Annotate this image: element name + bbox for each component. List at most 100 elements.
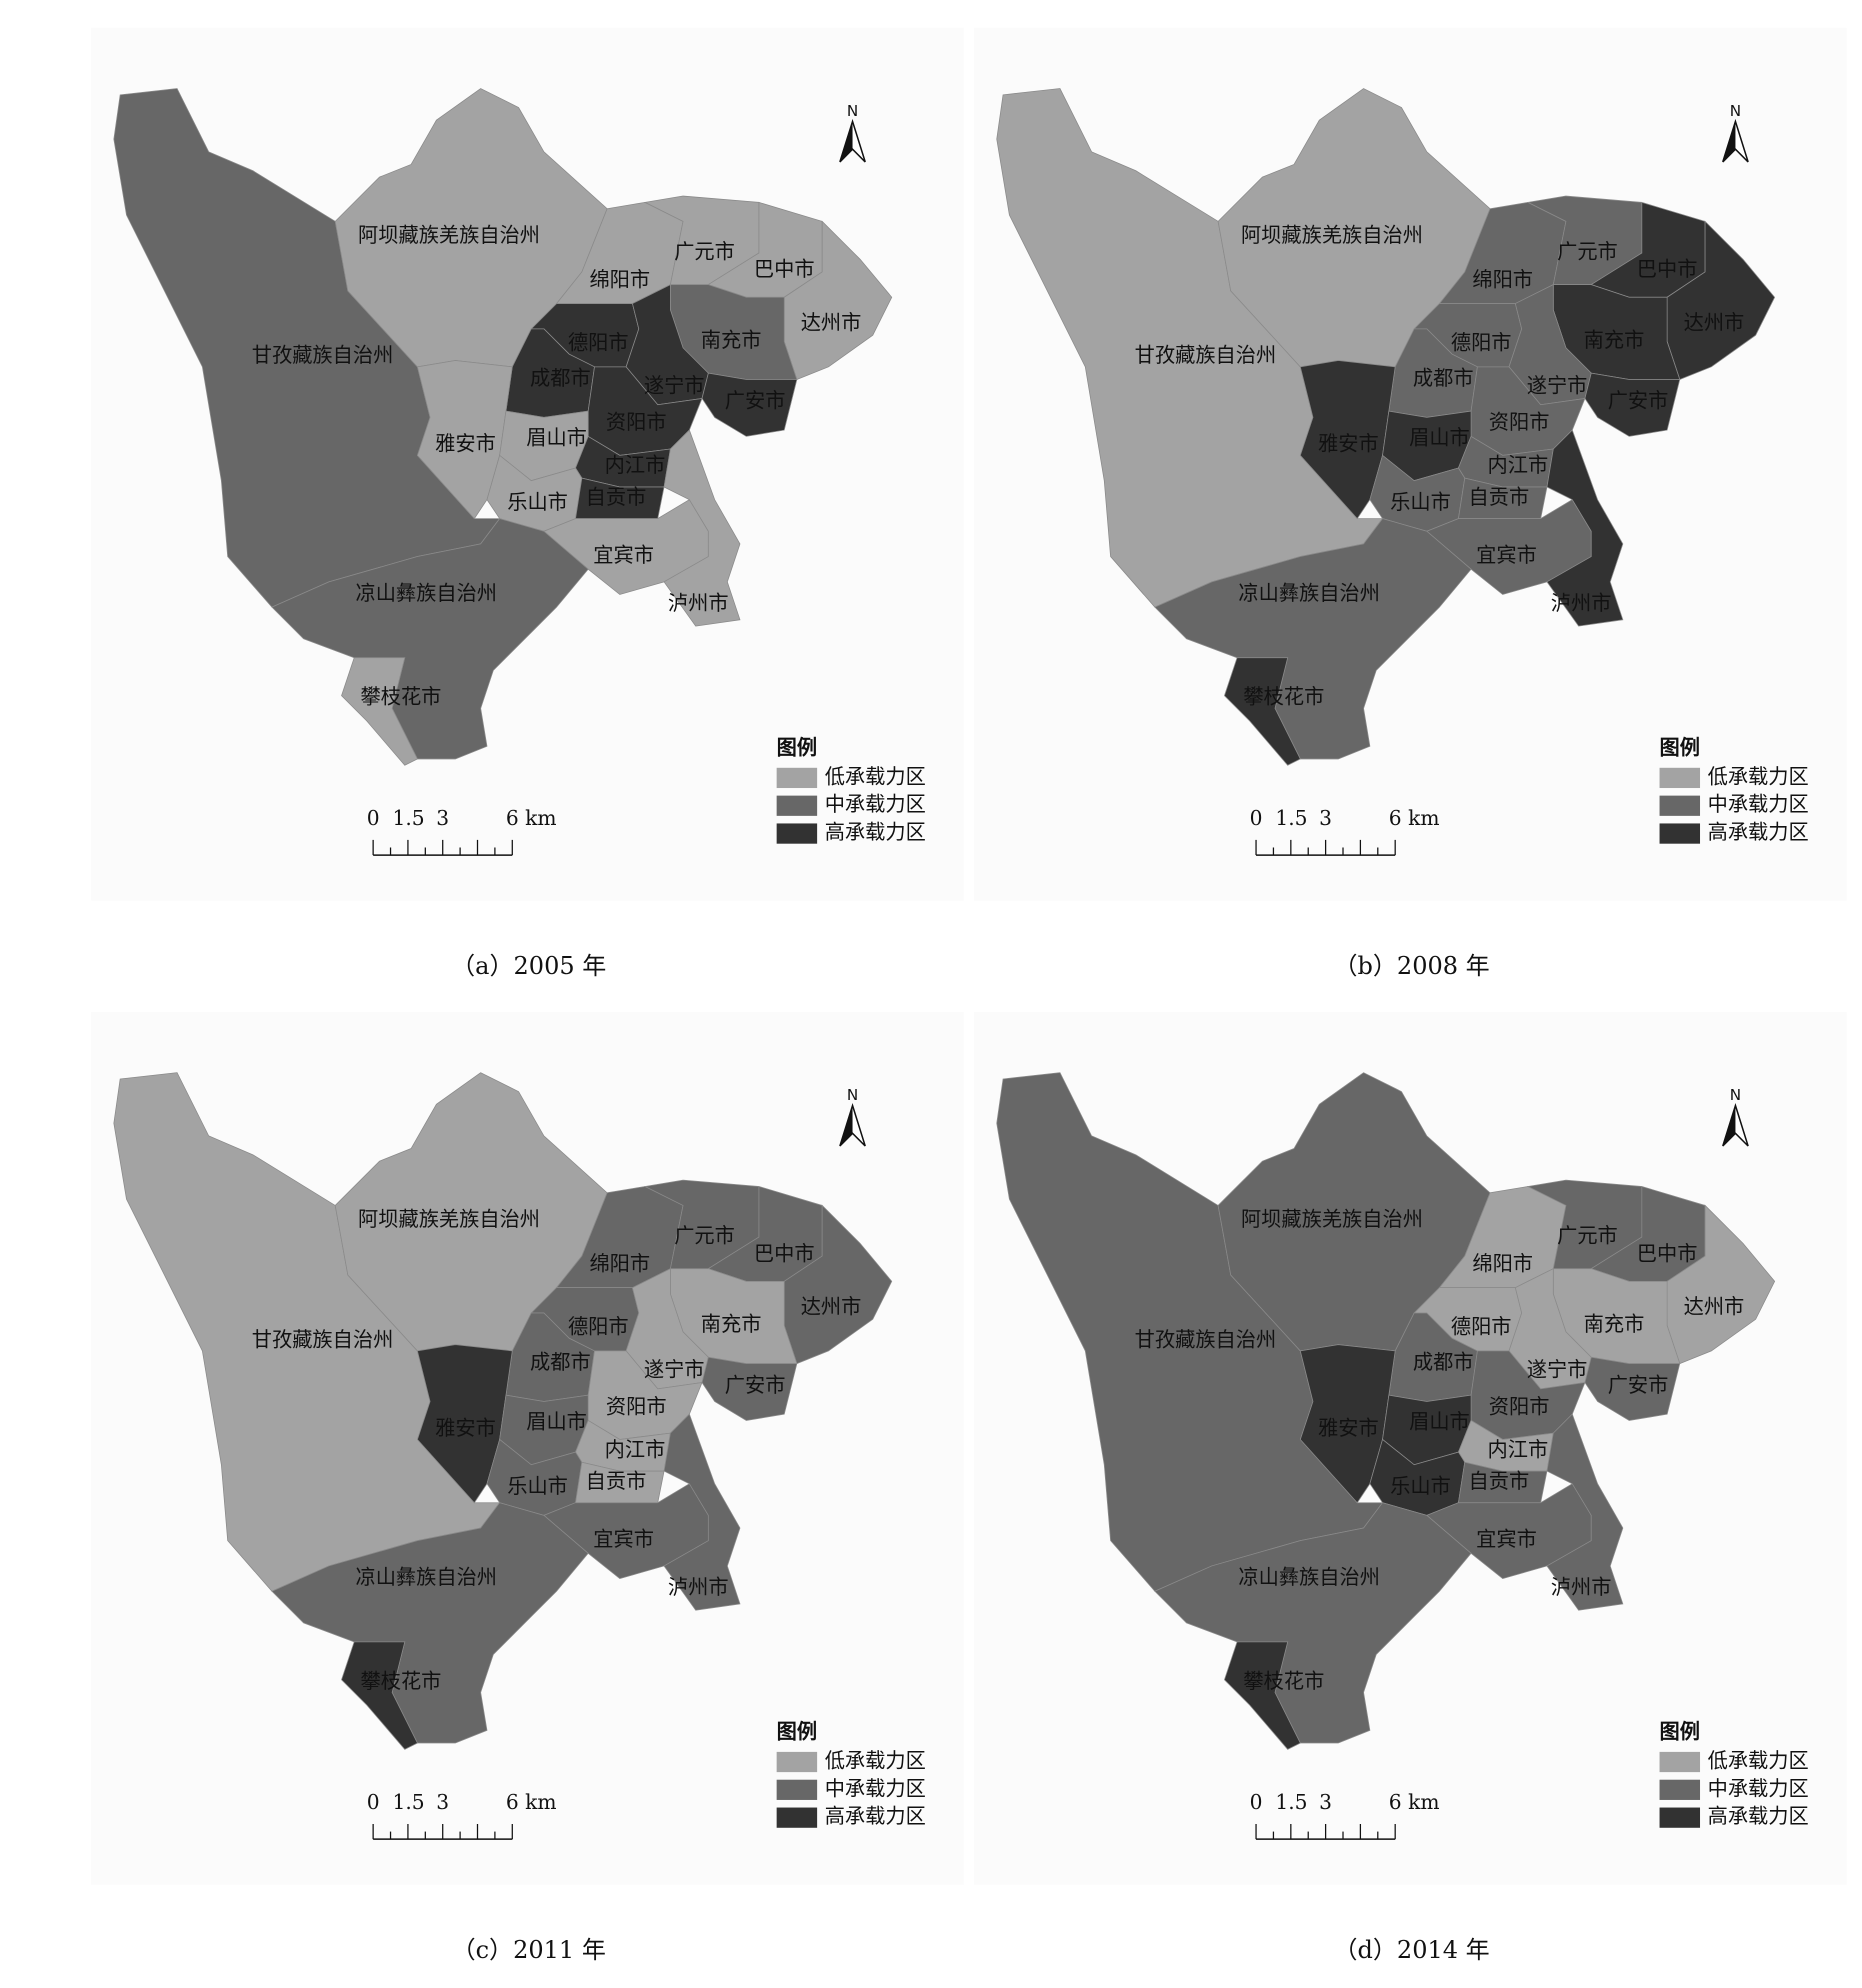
region-label: 南充市 — [701, 328, 762, 352]
region — [1666, 220, 1776, 380]
region-label: 凉山彝族自治州 — [355, 1565, 497, 1589]
region — [783, 220, 893, 380]
region-label: 广安市 — [725, 1373, 786, 1397]
north-label: N — [1730, 102, 1741, 120]
region — [783, 1204, 893, 1365]
region-label: 泸州市 — [1551, 1575, 1612, 1599]
scale-label: 6 km — [506, 1790, 557, 1814]
region-label: 甘孜藏族自治州 — [252, 343, 394, 367]
region-label: 宜宾市 — [593, 1527, 654, 1551]
region-label: 自贡市 — [1469, 485, 1530, 509]
region-label: 绵阳市 — [589, 267, 650, 291]
region-label: 达州市 — [801, 310, 862, 334]
region-label: 凉山彝族自治州 — [1238, 1565, 1380, 1589]
region-label: 广元市 — [674, 239, 735, 263]
region-label: 资阳市 — [1489, 410, 1550, 434]
scale-label: 1.5 — [1275, 806, 1307, 830]
scale-label: 3 — [436, 1790, 449, 1814]
legend-swatch — [1659, 1751, 1701, 1773]
region — [663, 429, 741, 627]
caption: （b）2008 年 — [1334, 952, 1490, 980]
scale-label: 3 — [1319, 806, 1332, 830]
legend-swatch — [776, 1807, 818, 1828]
region-label: 内江市 — [605, 453, 666, 477]
region-label: 甘孜藏族自治州 — [1135, 1327, 1277, 1351]
legend-label: 高承载力区 — [825, 820, 926, 844]
legend-label: 低承载力区 — [825, 1749, 926, 1773]
scale-label: 0 — [1250, 1790, 1263, 1814]
legend-title: 图例 — [777, 735, 817, 759]
region-label: 绵阳市 — [1472, 267, 1533, 291]
region-label: 甘孜藏族自治州 — [252, 1327, 394, 1351]
legend-label: 低承载力区 — [1708, 1749, 1809, 1773]
scale-label: 0 — [367, 1790, 380, 1814]
region — [1223, 1641, 1301, 1750]
region-label: 德阳市 — [568, 331, 629, 355]
region-label: 眉山市 — [1409, 425, 1470, 449]
legend-title: 图例 — [1660, 735, 1700, 759]
caption: （c）2011 年 — [452, 1936, 606, 1964]
north-label: N — [847, 102, 858, 120]
scale-label: 1.5 — [392, 806, 424, 830]
scale-label: 6 km — [1389, 1790, 1440, 1814]
region-label: 阿坝藏族羌族自治州 — [1241, 1207, 1423, 1231]
region-label: 攀枝花市 — [1243, 1669, 1324, 1693]
region — [341, 657, 418, 766]
legend-label: 中承载力区 — [1708, 792, 1809, 816]
region — [701, 1356, 798, 1421]
region — [1223, 657, 1301, 766]
region — [1584, 1356, 1681, 1421]
legend-swatch — [776, 1751, 818, 1773]
region-label: 宜宾市 — [1476, 543, 1537, 567]
caption: （a）2005 年 — [451, 952, 606, 980]
region-label: 眉山市 — [526, 1410, 587, 1434]
region-label: 眉山市 — [526, 425, 587, 449]
legend-swatch — [1659, 1807, 1701, 1828]
region-label: 南充市 — [701, 1312, 762, 1336]
legend-swatch — [1659, 823, 1701, 844]
region-label: 资阳市 — [1489, 1394, 1550, 1418]
region-label: 成都市 — [1413, 366, 1474, 390]
legend-label: 高承载力区 — [1708, 820, 1809, 844]
region — [341, 1641, 418, 1750]
region-label: 雅安市 — [1318, 1416, 1379, 1440]
scale-label: 3 — [436, 806, 449, 830]
region — [701, 372, 798, 437]
legend-label: 低承载力区 — [1708, 764, 1809, 788]
region-label: 广元市 — [1557, 1224, 1618, 1248]
region-label: 广安市 — [725, 389, 786, 413]
region-label: 南充市 — [1584, 328, 1645, 352]
region-label: 攀枝花市 — [361, 685, 442, 709]
region-label: 巴中市 — [1637, 257, 1698, 281]
region-label: 广安市 — [1608, 1373, 1669, 1397]
region-label: 广安市 — [1608, 389, 1669, 413]
region-label: 宜宾市 — [1476, 1527, 1537, 1551]
region-label: 雅安市 — [435, 1416, 496, 1440]
region — [1546, 1413, 1624, 1611]
region-label: 资阳市 — [606, 410, 667, 434]
region-label: 南充市 — [1584, 1312, 1645, 1336]
region-label: 自贡市 — [586, 485, 647, 509]
scale-label: 3 — [1319, 1790, 1332, 1814]
region-label: 广元市 — [674, 1224, 735, 1248]
scale-label: 6 km — [506, 806, 557, 830]
legend-label: 中承载力区 — [825, 792, 926, 816]
region-label: 凉山彝族自治州 — [1238, 581, 1380, 605]
region-label: 绵阳市 — [1472, 1251, 1533, 1275]
scale-label: 0 — [367, 806, 380, 830]
scale-label: 1.5 — [1275, 1790, 1307, 1814]
region-label: 泸州市 — [668, 1575, 729, 1599]
region-label: 内江市 — [1488, 453, 1549, 477]
legend-title: 图例 — [1660, 1719, 1700, 1743]
region-label: 阿坝藏族羌族自治州 — [1241, 223, 1423, 247]
region — [1666, 1204, 1776, 1365]
region-label: 巴中市 — [754, 1241, 815, 1265]
legend-label: 高承载力区 — [825, 1804, 926, 1828]
region-label: 巴中市 — [754, 257, 815, 281]
region-label: 遂宁市 — [644, 374, 705, 398]
